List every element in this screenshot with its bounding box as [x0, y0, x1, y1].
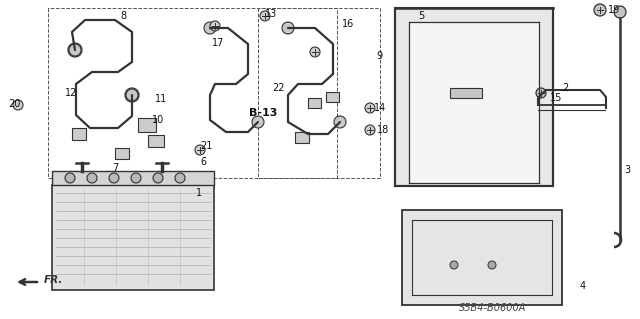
- Bar: [326, 92, 339, 102]
- Text: 17: 17: [212, 38, 225, 48]
- Circle shape: [488, 261, 496, 269]
- Text: 20: 20: [8, 99, 20, 109]
- Circle shape: [68, 43, 82, 57]
- Bar: [295, 132, 309, 143]
- Bar: [138, 118, 156, 132]
- Text: 1: 1: [196, 188, 202, 198]
- Circle shape: [536, 88, 546, 98]
- Text: 4: 4: [580, 281, 586, 291]
- Text: 8: 8: [120, 11, 126, 21]
- Polygon shape: [402, 210, 562, 305]
- Circle shape: [252, 116, 264, 128]
- Circle shape: [260, 11, 270, 21]
- Circle shape: [282, 22, 294, 34]
- Text: 2: 2: [562, 83, 568, 93]
- Bar: [72, 128, 86, 140]
- Polygon shape: [52, 171, 214, 185]
- Circle shape: [153, 173, 163, 183]
- Circle shape: [594, 4, 606, 16]
- Text: 13: 13: [265, 9, 277, 19]
- Text: 18: 18: [377, 125, 389, 135]
- Text: 5: 5: [418, 11, 424, 21]
- Circle shape: [175, 173, 185, 183]
- Text: S5B4-B0600A: S5B4-B0600A: [460, 303, 527, 313]
- Bar: [450, 88, 482, 98]
- Circle shape: [195, 145, 205, 155]
- Text: 10: 10: [152, 115, 164, 125]
- Text: 12: 12: [65, 88, 77, 98]
- Polygon shape: [395, 8, 553, 186]
- Text: 11: 11: [155, 94, 167, 104]
- Text: 19: 19: [608, 5, 620, 15]
- Circle shape: [69, 44, 81, 56]
- Circle shape: [450, 261, 458, 269]
- Polygon shape: [409, 22, 539, 183]
- Bar: [115, 148, 129, 159]
- Circle shape: [365, 125, 375, 135]
- Circle shape: [125, 88, 139, 102]
- Circle shape: [109, 173, 119, 183]
- Text: 6: 6: [200, 157, 206, 167]
- Text: 15: 15: [550, 93, 563, 103]
- Text: 21: 21: [200, 141, 212, 151]
- Text: 22: 22: [272, 83, 285, 93]
- Text: 3: 3: [624, 165, 630, 175]
- Text: B-13: B-13: [249, 108, 277, 118]
- Circle shape: [310, 47, 320, 57]
- Circle shape: [87, 173, 97, 183]
- Circle shape: [126, 89, 138, 101]
- Bar: [148, 135, 164, 147]
- Circle shape: [210, 21, 220, 31]
- Circle shape: [614, 6, 626, 18]
- Text: 7: 7: [112, 163, 118, 173]
- Text: 9: 9: [376, 51, 382, 61]
- Polygon shape: [52, 185, 214, 290]
- Bar: [308, 98, 321, 108]
- Circle shape: [131, 173, 141, 183]
- Circle shape: [334, 116, 346, 128]
- Circle shape: [204, 22, 216, 34]
- Circle shape: [65, 173, 75, 183]
- Text: 16: 16: [342, 19, 355, 29]
- Circle shape: [13, 100, 23, 110]
- Text: FR.: FR.: [44, 275, 63, 285]
- Text: 14: 14: [374, 103, 387, 113]
- Circle shape: [365, 103, 375, 113]
